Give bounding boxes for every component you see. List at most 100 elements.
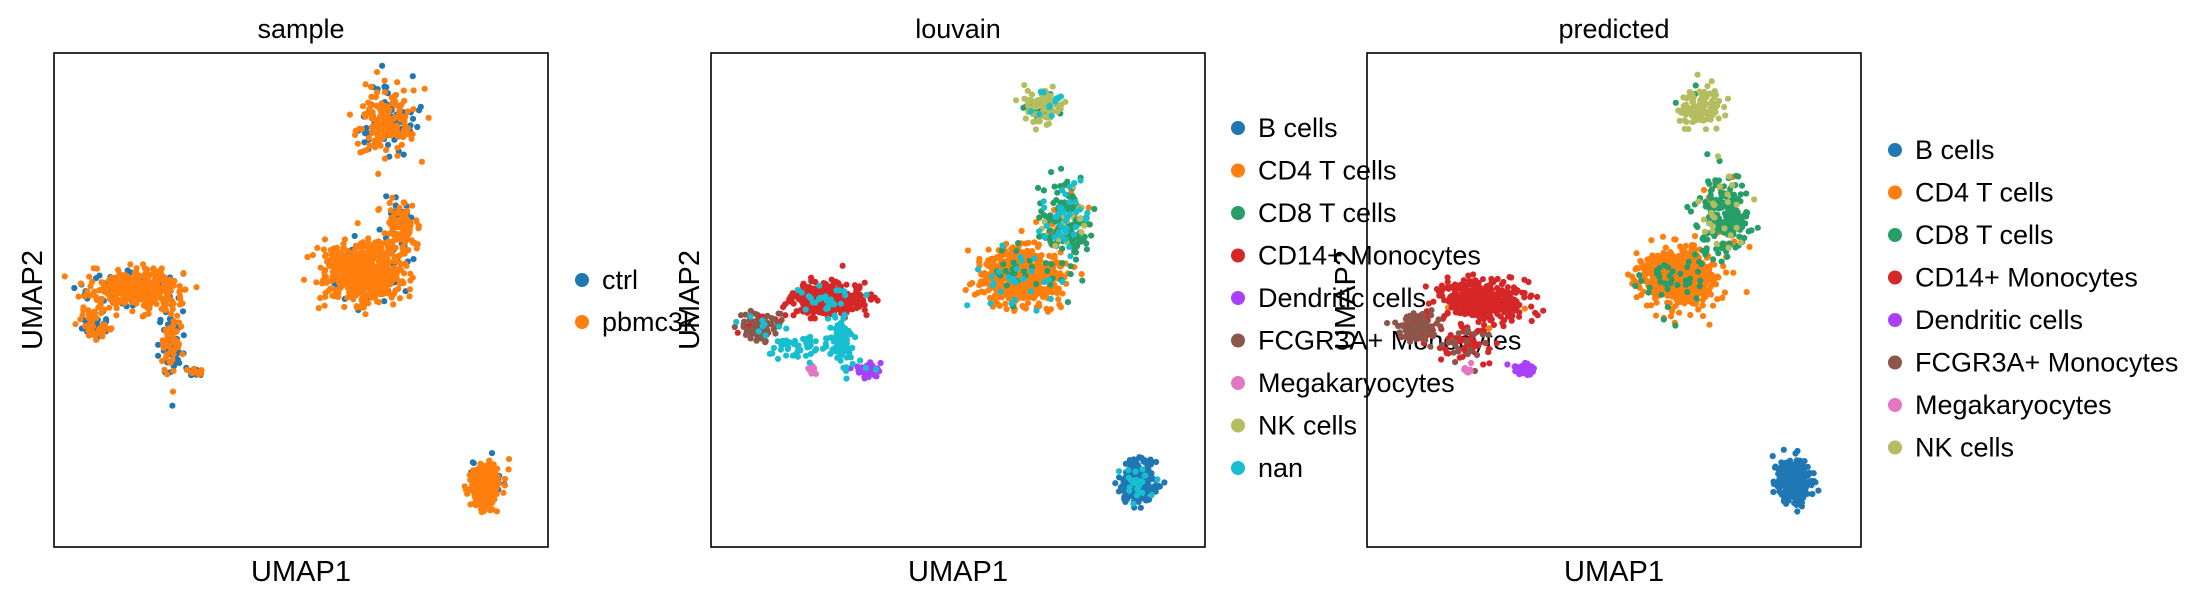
data-point bbox=[996, 302, 1003, 309]
data-point bbox=[398, 101, 405, 108]
data-point bbox=[974, 266, 982, 273]
data-point bbox=[1051, 252, 1058, 259]
data-point bbox=[101, 306, 108, 313]
data-point bbox=[1786, 480, 1793, 487]
data-point bbox=[1663, 291, 1670, 298]
data-point bbox=[857, 357, 864, 364]
data-point bbox=[313, 279, 320, 286]
data-point bbox=[863, 291, 870, 298]
data-point bbox=[1696, 258, 1703, 265]
data-point bbox=[1769, 453, 1776, 460]
data-point bbox=[799, 282, 806, 289]
data-point bbox=[830, 280, 837, 287]
data-point bbox=[486, 470, 493, 477]
data-point bbox=[1787, 463, 1795, 470]
data-point bbox=[1015, 240, 1022, 247]
data-point bbox=[396, 295, 404, 302]
data-point bbox=[193, 284, 200, 291]
data-point bbox=[1783, 459, 1790, 466]
data-point bbox=[766, 350, 774, 357]
data-point bbox=[77, 280, 85, 287]
data-point bbox=[363, 275, 370, 282]
data-point bbox=[1630, 276, 1637, 283]
data-point bbox=[345, 285, 352, 292]
data-point bbox=[322, 289, 329, 296]
data-point bbox=[166, 335, 173, 342]
scatter-points bbox=[61, 62, 513, 516]
data-point bbox=[1000, 261, 1007, 268]
data-point bbox=[747, 313, 754, 320]
data-point bbox=[163, 354, 170, 361]
data-point bbox=[802, 352, 810, 359]
data-point bbox=[1658, 291, 1665, 298]
data-point bbox=[469, 487, 476, 494]
data-point bbox=[791, 341, 798, 348]
data-point bbox=[404, 108, 411, 115]
data-point bbox=[129, 308, 136, 315]
data-point bbox=[387, 280, 394, 288]
data-point bbox=[1028, 294, 1035, 301]
data-point bbox=[1091, 205, 1098, 213]
data-point bbox=[168, 324, 175, 331]
data-point bbox=[357, 272, 364, 279]
data-point bbox=[782, 301, 789, 308]
data-point bbox=[390, 301, 397, 308]
data-point bbox=[1743, 289, 1750, 296]
data-point bbox=[1132, 468, 1139, 475]
data-point bbox=[1632, 266, 1639, 273]
data-point bbox=[1059, 278, 1066, 285]
data-point bbox=[992, 292, 999, 299]
data-point bbox=[368, 93, 376, 100]
legend-label: CD8 T cells bbox=[1258, 198, 1397, 228]
data-point bbox=[1078, 271, 1085, 278]
data-point bbox=[93, 314, 100, 321]
data-point bbox=[1048, 112, 1055, 119]
data-point bbox=[999, 242, 1006, 249]
data-point bbox=[484, 485, 491, 492]
data-point bbox=[373, 69, 381, 76]
data-point bbox=[1047, 295, 1054, 303]
data-point bbox=[113, 294, 120, 301]
data-point bbox=[840, 315, 847, 322]
data-point bbox=[839, 262, 846, 269]
data-point bbox=[824, 335, 831, 342]
data-point bbox=[833, 287, 840, 294]
data-point bbox=[407, 222, 414, 229]
data-point bbox=[1780, 446, 1787, 453]
data-point bbox=[365, 244, 372, 251]
data-point bbox=[1699, 296, 1706, 303]
data-point bbox=[98, 295, 105, 302]
data-point bbox=[1692, 251, 1699, 258]
data-point bbox=[774, 355, 782, 362]
data-point bbox=[386, 106, 393, 113]
data-point bbox=[1066, 199, 1073, 206]
data-point bbox=[379, 113, 386, 120]
data-point bbox=[1031, 98, 1038, 105]
data-point bbox=[1032, 126, 1039, 133]
data-point bbox=[327, 246, 334, 254]
data-point bbox=[354, 220, 361, 227]
data-point bbox=[381, 230, 388, 237]
data-point bbox=[1722, 218, 1729, 225]
data-point bbox=[334, 249, 341, 256]
data-point bbox=[1709, 302, 1717, 309]
data-point bbox=[837, 300, 845, 307]
data-point bbox=[381, 77, 388, 84]
data-point bbox=[816, 282, 823, 289]
data-point bbox=[400, 209, 407, 217]
data-point bbox=[1130, 500, 1137, 507]
data-point bbox=[105, 326, 112, 333]
data-point bbox=[414, 123, 421, 131]
data-point bbox=[366, 269, 373, 276]
data-point bbox=[391, 264, 398, 272]
data-point bbox=[1743, 209, 1750, 216]
data-point bbox=[169, 402, 176, 409]
data-point bbox=[843, 281, 850, 288]
data-point bbox=[1673, 254, 1680, 261]
data-point bbox=[388, 215, 395, 222]
data-point bbox=[484, 464, 491, 471]
data-point bbox=[413, 218, 420, 225]
data-point bbox=[351, 131, 359, 138]
data-point bbox=[150, 265, 157, 272]
